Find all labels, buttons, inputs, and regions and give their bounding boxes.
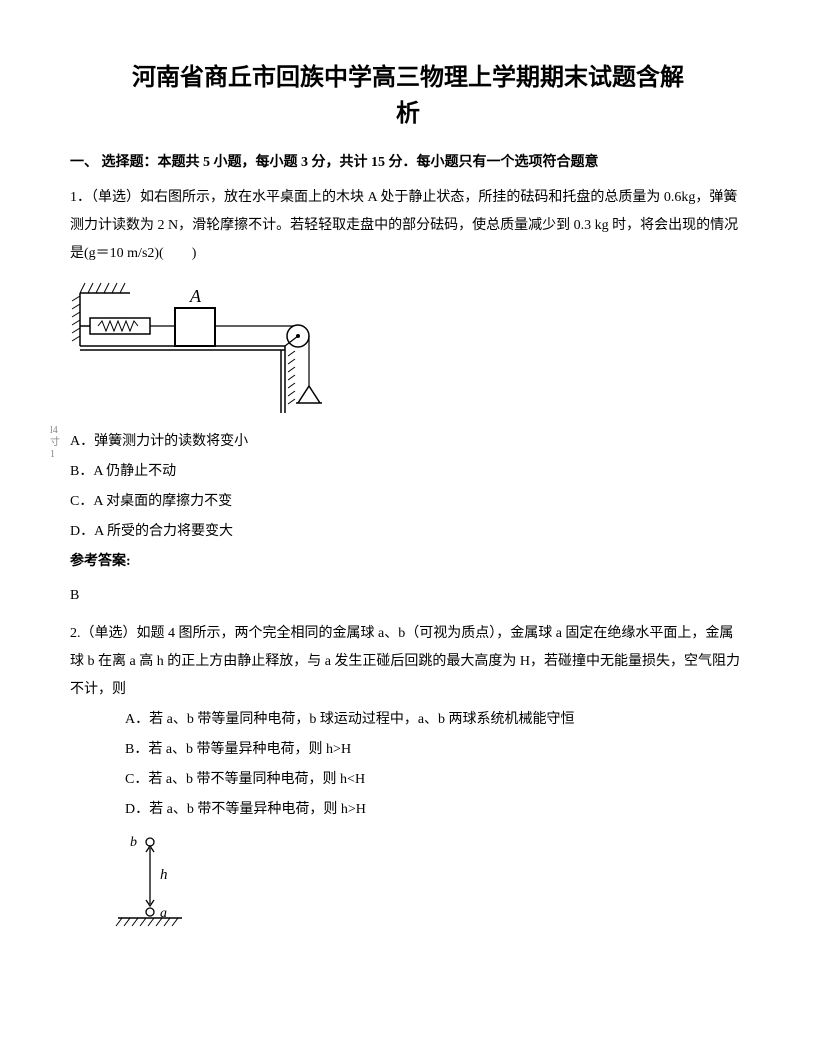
label-h: h — [160, 867, 168, 883]
q1-optC: C．A 对桌面的摩擦力不变 — [70, 488, 746, 516]
side-mark: l4 寸 1 — [50, 425, 60, 461]
q1-answer: B — [70, 582, 746, 610]
label-A: A — [189, 286, 202, 306]
q2-optC: C．若 a、b 带不等量同种电荷，则 h<H — [125, 766, 746, 794]
section-header: 一、 选择题：本题共 5 小题，每小题 3 分，共计 15 分．每小题只有一个选… — [70, 152, 746, 174]
q2-optA: A．若 a、b 带等量同种电荷，b 球运动过程中，a、b 两球系统机械能守恒 — [125, 706, 746, 734]
q1-optB: B．A 仍静止不动 — [70, 458, 746, 486]
title-line2: 析 — [396, 101, 420, 127]
label-b: b — [130, 835, 137, 850]
q1-text: 1．（单选）如右图所示，放在水平桌面上的木块 A 处于静止状态，所挂的砝码和托盘… — [70, 184, 746, 268]
q1-optA: A．弹簧测力计的读数将变小 — [70, 428, 746, 456]
q1-optD: D．A 所受的合力将要变大 — [70, 518, 746, 546]
q1-answer-label: 参考答案: — [70, 548, 746, 576]
title-line1: 河南省商丘市回族中学高三物理上学期期末试题含解 — [132, 65, 684, 91]
q2-optB: B．若 a、b 带等量异种电荷，则 h>H — [125, 736, 746, 764]
question-1: 1．（单选）如右图所示，放在水平桌面上的木块 A 处于静止状态，所挂的砝码和托盘… — [70, 184, 746, 610]
q2-figure: b h a — [110, 834, 746, 929]
q2-text: 2.（单选）如题 4 图所示，两个完全相同的金属球 a、b（可视为质点），金属球… — [70, 620, 746, 704]
question-2: 2.（单选）如题 4 图所示，两个完全相同的金属球 a、b（可视为质点），金属球… — [70, 620, 746, 929]
q2-optD: D．若 a、b 带不等量异种电荷，则 h>H — [125, 796, 746, 824]
q1-figure: A — [70, 278, 746, 418]
